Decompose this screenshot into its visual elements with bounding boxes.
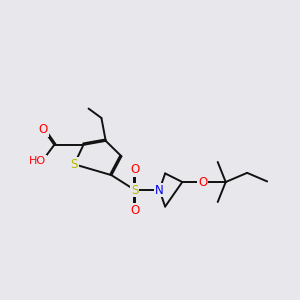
Text: O: O — [130, 204, 140, 217]
Text: O: O — [198, 176, 208, 188]
Text: HO: HO — [28, 156, 46, 166]
Text: S: S — [131, 184, 139, 196]
Text: O: O — [130, 163, 140, 176]
Text: S: S — [70, 158, 78, 171]
Text: O: O — [39, 123, 48, 136]
Text: N: N — [155, 184, 164, 196]
